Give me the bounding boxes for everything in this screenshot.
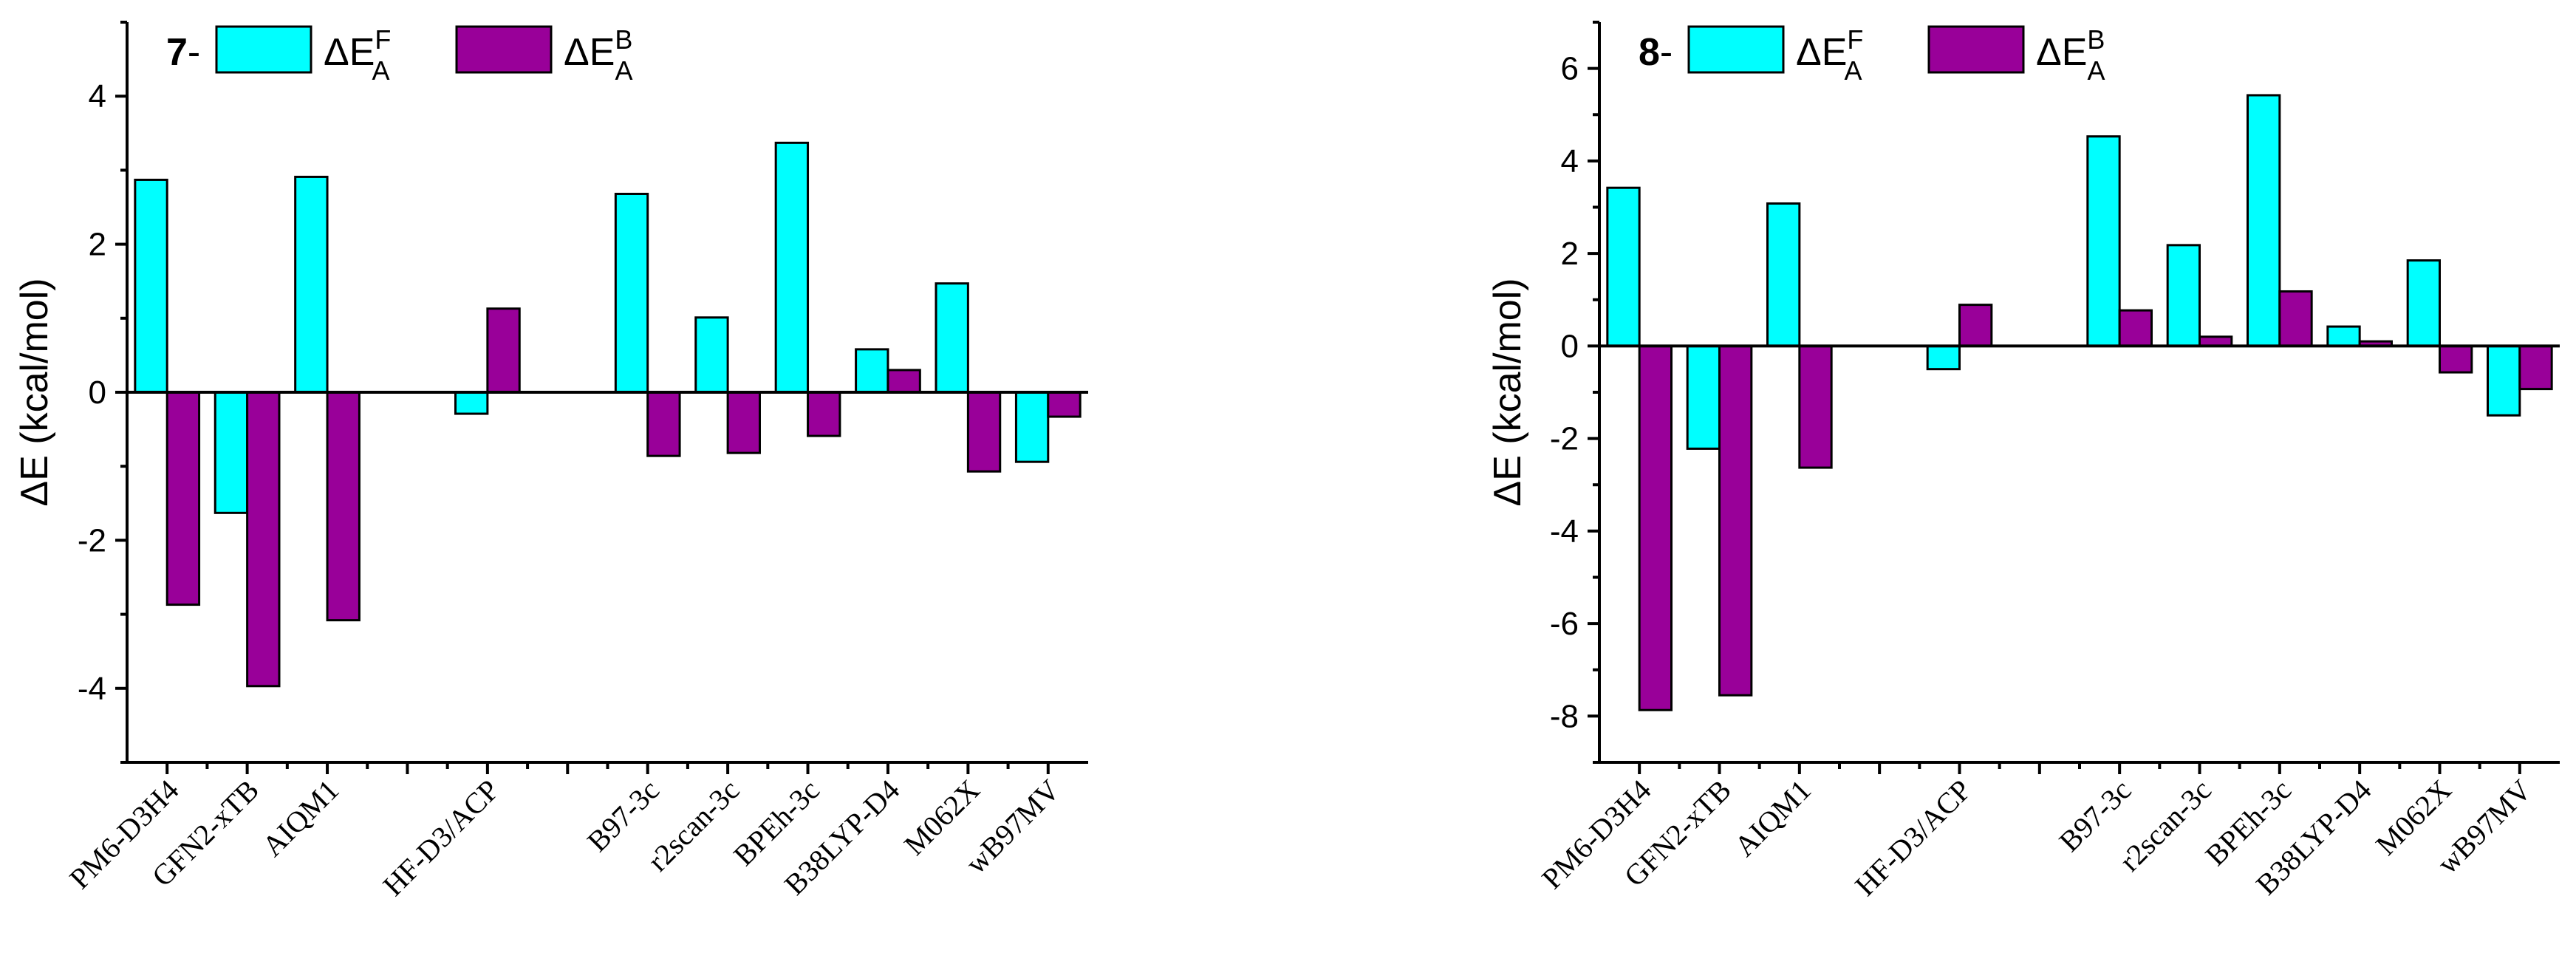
y-tick-label: 0: [89, 375, 106, 411]
bar-backward: [726, 391, 761, 454]
bar-backward: [1718, 344, 1753, 697]
bar-backward: [1958, 304, 1993, 347]
bar-forward: [614, 192, 649, 394]
bar-backward: [807, 391, 841, 437]
legend-swatch-forward: [215, 25, 312, 74]
y-tick-label: -2: [1550, 421, 1579, 457]
bar-forward: [1014, 391, 1050, 463]
bar-backward: [2518, 344, 2553, 391]
panel-suffix: -: [1660, 31, 1673, 74]
bar-forward: [855, 348, 889, 394]
legend-symbol: ΔE: [2036, 31, 2087, 74]
y-tick-label: 2: [89, 227, 106, 263]
bar-forward: [2247, 94, 2281, 347]
bar-forward: [454, 391, 489, 415]
panel-suffix: -: [188, 31, 200, 74]
bar-forward: [1926, 344, 1961, 371]
legend-symbol: ΔE: [324, 31, 375, 74]
bar-forward: [694, 316, 729, 394]
y-tick-label: -8: [1550, 698, 1579, 734]
bar-backward: [1798, 344, 1833, 469]
y-tick-label: 2: [1561, 236, 1579, 272]
legend-swatch-forward: [1687, 25, 1785, 74]
bar-backward: [2439, 344, 2473, 374]
y-tick-label: 0: [1561, 328, 1579, 364]
bar-forward: [935, 282, 969, 394]
bar-forward: [774, 141, 810, 394]
legend-superscript: B: [615, 24, 632, 55]
y-tick-label: -6: [1550, 606, 1579, 642]
legend-swatch-backward: [1927, 25, 2025, 74]
legend-superscript: F: [375, 24, 390, 55]
bar-forward: [1766, 202, 1801, 347]
legend-swatch-backward: [455, 25, 553, 74]
legend-label: ΔEB A: [564, 24, 632, 86]
legend-subscript: A: [372, 55, 389, 86]
bar-backward: [646, 391, 681, 457]
bar-forward: [2166, 244, 2201, 347]
y-tick-label: 6: [1561, 51, 1579, 87]
panel-number: 7: [166, 31, 188, 74]
bar-backward: [2118, 309, 2153, 347]
legend-symbol: ΔE: [1796, 31, 1847, 74]
x-tick-label: AIQM1: [256, 773, 345, 863]
bar-forward: [2406, 259, 2442, 347]
y-tick-label: -2: [78, 522, 106, 558]
bar-backward: [1047, 391, 1082, 418]
y-tick-label: 4: [89, 78, 106, 114]
bar-backward: [246, 391, 281, 688]
bar-backward: [165, 391, 201, 606]
x-tick-label: AIQM1: [1728, 773, 1817, 863]
bar-backward: [1638, 344, 1673, 711]
legend-label: ΔEB A: [2036, 24, 2105, 86]
x-tick-label: HF-D3/ACP: [376, 773, 505, 903]
legend-superscript: B: [2087, 24, 2105, 55]
legend-subscript: A: [2087, 55, 2105, 86]
bar-forward: [1606, 186, 1641, 347]
y-tick-label: 4: [1561, 143, 1579, 180]
bar-forward: [2326, 325, 2361, 347]
legend-label: ΔEF A: [324, 24, 390, 86]
panel-number: 8: [1639, 31, 1660, 74]
bar-forward: [134, 178, 168, 394]
bar-forward: [2487, 344, 2521, 417]
bar-backward: [486, 307, 521, 394]
bar-forward: [1686, 344, 1721, 450]
panel-label: 8-: [1639, 31, 1673, 74]
bar-backward: [326, 391, 361, 622]
bar-backward: [966, 391, 1002, 473]
y-axis-label: ΔE (kcal/mol): [1486, 278, 1529, 506]
legend-symbol: ΔE: [564, 31, 615, 74]
x-tick-label: HF-D3/ACP: [1848, 773, 1978, 903]
bar-backward: [886, 369, 921, 394]
legend-label: ΔEF A: [1796, 24, 1862, 86]
y-axis-label: ΔE (kcal/mol): [13, 278, 56, 506]
y-tick-label: -4: [78, 671, 106, 707]
bar-backward: [2278, 290, 2313, 347]
bar-forward: [294, 175, 329, 394]
legend-superscript: F: [1847, 24, 1862, 55]
legend-subscript: A: [615, 55, 632, 86]
bar-forward: [213, 391, 249, 514]
legend-subscript: A: [1844, 55, 1862, 86]
y-tick-label: -4: [1550, 513, 1579, 550]
bar-forward: [2086, 135, 2121, 347]
panel-label: 7-: [166, 31, 200, 74]
